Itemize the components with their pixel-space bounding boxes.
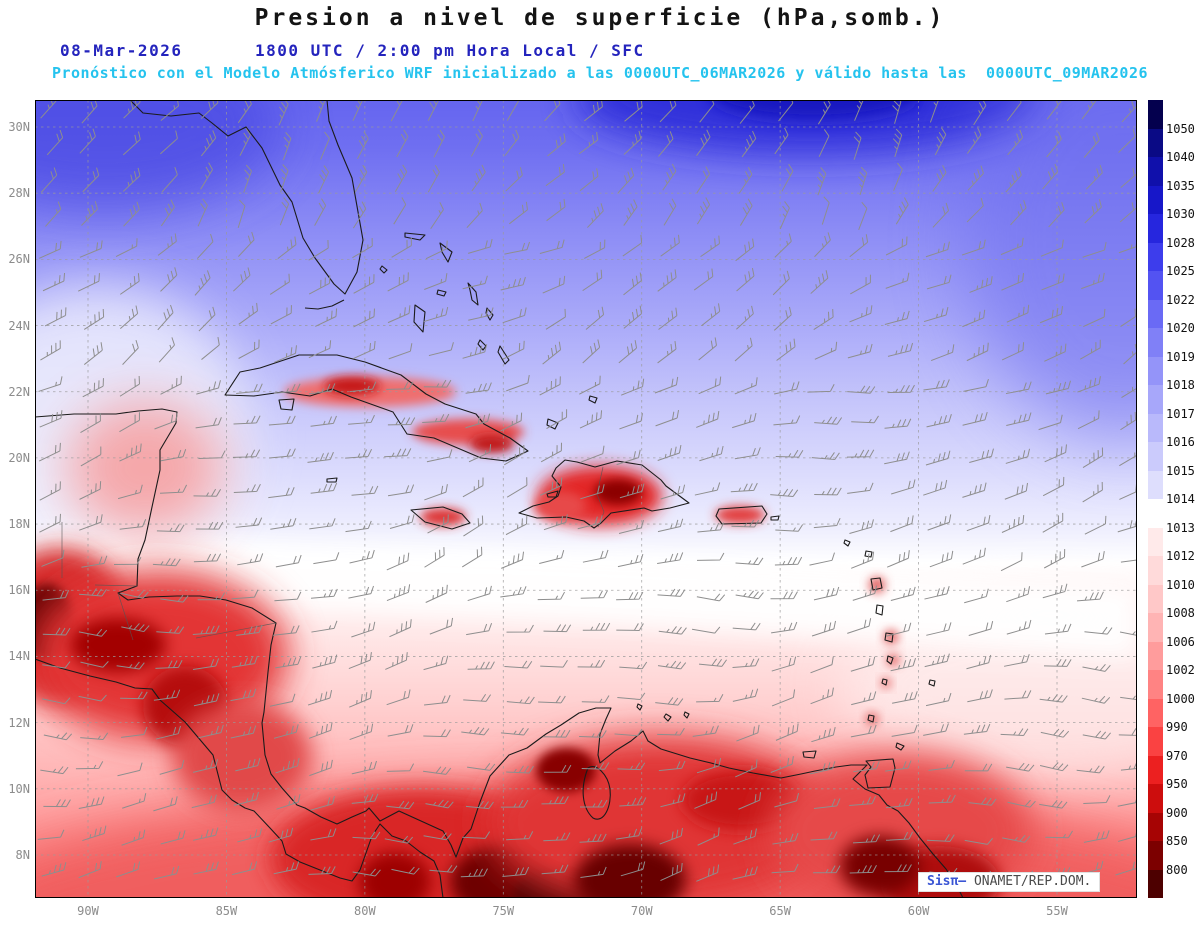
colorbar-cell <box>1148 727 1163 756</box>
lon-label: 55W <box>1046 904 1068 918</box>
lat-label: 24N <box>8 318 30 333</box>
watermark-text: ONAMET/REP.DOM. <box>966 874 1092 889</box>
colorbar-cell <box>1148 584 1163 613</box>
lat-label: 16N <box>8 583 30 598</box>
colorbar-tick-label: 1002 <box>1166 663 1195 677</box>
lat-label: 30N <box>8 120 30 134</box>
lon-label: 60W <box>907 904 930 918</box>
lon-label: 70W <box>630 904 653 918</box>
colorbar-cell <box>1148 784 1163 813</box>
lat-label: 22N <box>8 384 30 399</box>
colorbar-cell <box>1148 385 1163 414</box>
colorbar-tick-label: 1016 <box>1166 435 1195 449</box>
colorbar-tick-label: 970 <box>1166 748 1188 763</box>
lat-label: 18N <box>8 517 30 532</box>
page-title: Presion a nivel de superficie (hPa,somb.… <box>254 5 946 31</box>
map-frame <box>35 100 1137 898</box>
coastlines <box>35 100 964 898</box>
colorbar-tick-label: 1010 <box>1166 577 1195 592</box>
colorbar-tick-label: 1050 <box>1166 121 1195 136</box>
watermark: Sisπ– ONAMET/REP.DOM. <box>918 872 1101 892</box>
colorbar-tick-label: 900 <box>1166 805 1188 820</box>
colorbar-tick-label: 950 <box>1166 777 1188 791</box>
lon-label: 85W <box>215 904 238 918</box>
colorbar-tick-label: 1018 <box>1166 378 1195 392</box>
colorbar-cell <box>1148 698 1163 727</box>
colorbar-cell <box>1148 299 1163 328</box>
colorbar-tick-label: 1012 <box>1166 549 1195 563</box>
colorbar-cell <box>1148 271 1163 300</box>
colorbar-tick-label: 1019 <box>1166 349 1195 364</box>
colorbar-cell <box>1148 869 1163 898</box>
valid-date: 08-Mar-2026 <box>60 41 183 60</box>
colorbar-tick-label: 800 <box>1166 862 1188 877</box>
colorbar-cell <box>1148 128 1163 157</box>
colorbar-cell <box>1148 670 1163 699</box>
colorbar-cell <box>1148 641 1163 670</box>
colorbar-tick-label: 1030 <box>1166 207 1195 221</box>
colorbar-cell <box>1148 157 1163 186</box>
lon-label: 65W <box>769 904 791 918</box>
colorbar-tick-label: 1017 <box>1166 406 1195 421</box>
colorbar-cell <box>1148 499 1163 528</box>
colorbar-cell <box>1148 613 1163 642</box>
valid-time: 1800 UTC / 2:00 pm Hora Local / SFC <box>255 41 645 60</box>
colorbar-cell <box>1148 442 1163 471</box>
colorbar-tick-label: 850 <box>1166 834 1188 848</box>
colorbar-cell <box>1148 328 1163 357</box>
colorbar-tick-label: 1040 <box>1166 150 1195 164</box>
lat-label: 14N <box>8 649 30 664</box>
colorbar-cell <box>1148 356 1163 385</box>
lat-label: 20N <box>8 450 30 465</box>
wind-barbs <box>37 100 1137 882</box>
colorbar-tick-label: 1022 <box>1166 292 1195 307</box>
pressure-map <box>35 100 1137 898</box>
colorbar-cell <box>1148 812 1163 841</box>
colorbar-tick-label: 1000 <box>1166 691 1195 706</box>
colorbar-cell <box>1148 242 1163 271</box>
lon-label: 80W <box>354 904 376 918</box>
watermark-brand: Sisπ– <box>927 874 967 889</box>
colorbar-tick-label: 1020 <box>1166 321 1195 335</box>
colorbar-cell <box>1148 470 1163 499</box>
lat-label: 8N <box>15 847 30 862</box>
lat-label: 10N <box>8 781 30 796</box>
colorbar-tick-label: 1035 <box>1166 178 1195 193</box>
colorbar-cell <box>1148 841 1163 870</box>
model-init-line: Pronóstico con el Modelo Atmósferico WRF… <box>51 64 1149 82</box>
colorbar-tick-label: 1015 <box>1166 463 1195 478</box>
colorbar-cell <box>1148 100 1163 129</box>
lon-label: 75W <box>492 904 515 918</box>
colorbar-cell <box>1148 527 1163 556</box>
lat-label: 26N <box>8 252 30 267</box>
colorbar-cell <box>1148 556 1163 585</box>
colorbar-cell <box>1148 185 1163 214</box>
colorbar-tick-label: 1006 <box>1166 634 1195 649</box>
lat-label: 28N <box>8 186 30 201</box>
colorbar-tick-label: 1013 <box>1166 520 1195 535</box>
pressure-shading <box>35 100 1137 898</box>
colorbar-cell <box>1148 755 1163 784</box>
colorbar-cell <box>1148 214 1163 243</box>
colorbar-tick-label: 1008 <box>1166 606 1195 620</box>
lat-label: 12N <box>8 715 30 730</box>
colorbar-cell <box>1148 413 1163 442</box>
country-borders <box>61 466 605 641</box>
colorbar-tick-label: 990 <box>1166 720 1188 734</box>
colorbar-tick-label: 1025 <box>1166 264 1195 278</box>
colorbar-tick-label: 1014 <box>1166 492 1195 506</box>
colorbar-tick-label: 1028 <box>1166 235 1195 250</box>
lon-label: 90W <box>77 904 99 918</box>
